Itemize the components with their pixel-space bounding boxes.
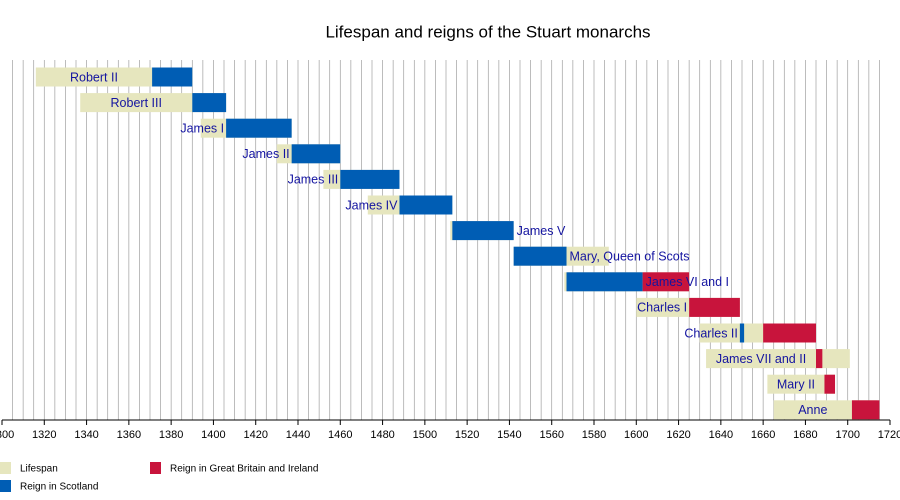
reign-bar <box>816 349 823 369</box>
x-tick-label: 1340 <box>74 429 98 441</box>
monarch-label: James IV <box>345 198 398 212</box>
monarch-label: James III <box>288 173 339 187</box>
monarch-label: Mary II <box>777 377 815 391</box>
x-tick-label: 1480 <box>370 429 394 441</box>
reign-bar <box>340 169 400 189</box>
x-tick-label: 1320 <box>32 429 56 441</box>
reign-bar <box>291 144 341 164</box>
x-tick-label: 1560 <box>539 429 563 441</box>
reign-bar <box>226 118 292 138</box>
bars <box>35 67 880 420</box>
lifespan-bar <box>80 93 227 113</box>
reign-bar <box>452 221 514 241</box>
monarch-label: James VII and II <box>716 352 806 366</box>
x-tick-label: 1700 <box>835 429 859 441</box>
x-tick-label: 1620 <box>666 429 690 441</box>
reign-bar <box>566 272 643 292</box>
lifespan-bar <box>706 349 850 369</box>
x-tick-label: 1660 <box>751 429 775 441</box>
x-tick-label: 1420 <box>243 429 267 441</box>
reign-bar <box>642 272 690 292</box>
monarch-label: Anne <box>798 403 827 417</box>
reign-bar <box>739 323 745 343</box>
x-tick-label: 1680 <box>793 429 817 441</box>
x-tick-label: 1640 <box>709 429 733 441</box>
x-tick-label: 1400 <box>201 429 225 441</box>
monarch-label: Robert III <box>111 96 162 110</box>
reign-bar <box>824 374 836 394</box>
reign-bar <box>192 93 227 113</box>
reign-bar <box>689 297 740 317</box>
reign-bar <box>399 195 453 215</box>
x-tick-label: 1500 <box>413 429 437 441</box>
monarch-label: Charles I <box>637 301 687 315</box>
x-tick-label: 1540 <box>497 429 521 441</box>
monarch-label: James I <box>180 121 224 135</box>
legend-label: Lifespan <box>20 464 58 475</box>
lifespan-bar <box>773 400 878 420</box>
legend-label: Reign in Scotland <box>20 482 98 493</box>
x-tick-label: 1460 <box>328 429 352 441</box>
x-tick-label: 1440 <box>286 429 310 441</box>
legend-swatch <box>150 462 161 474</box>
monarch-label: James VI and I <box>646 275 729 289</box>
reign-bar <box>513 246 567 266</box>
monarch-label: James II <box>242 147 289 161</box>
reign-bar <box>851 400 880 420</box>
monarch-label: Charles II <box>684 326 738 340</box>
monarch-label: Mary, Queen of Scots <box>570 249 690 263</box>
grid <box>1 60 891 425</box>
x-tick-label: 1580 <box>582 429 606 441</box>
chart-title: Lifespan and reigns of the Stuart monarc… <box>325 22 650 41</box>
legend-swatch <box>0 462 11 474</box>
legend-swatch <box>0 480 11 492</box>
monarch-label: James V <box>517 224 566 238</box>
lifespan-bar <box>767 374 836 394</box>
x-tick-label: 1600 <box>624 429 648 441</box>
reign-bar <box>152 67 193 87</box>
x-tick-label: 1720 <box>878 429 900 441</box>
reign-bar <box>763 323 816 343</box>
x-tick-label: 1300 <box>0 429 14 441</box>
monarch-label: Robert II <box>70 70 118 84</box>
x-tick-label: 1360 <box>117 429 141 441</box>
x-tick-label: 1520 <box>455 429 479 441</box>
legend-label: Reign in Great Britain and Ireland <box>170 464 318 475</box>
x-tick-label: 1380 <box>159 429 183 441</box>
